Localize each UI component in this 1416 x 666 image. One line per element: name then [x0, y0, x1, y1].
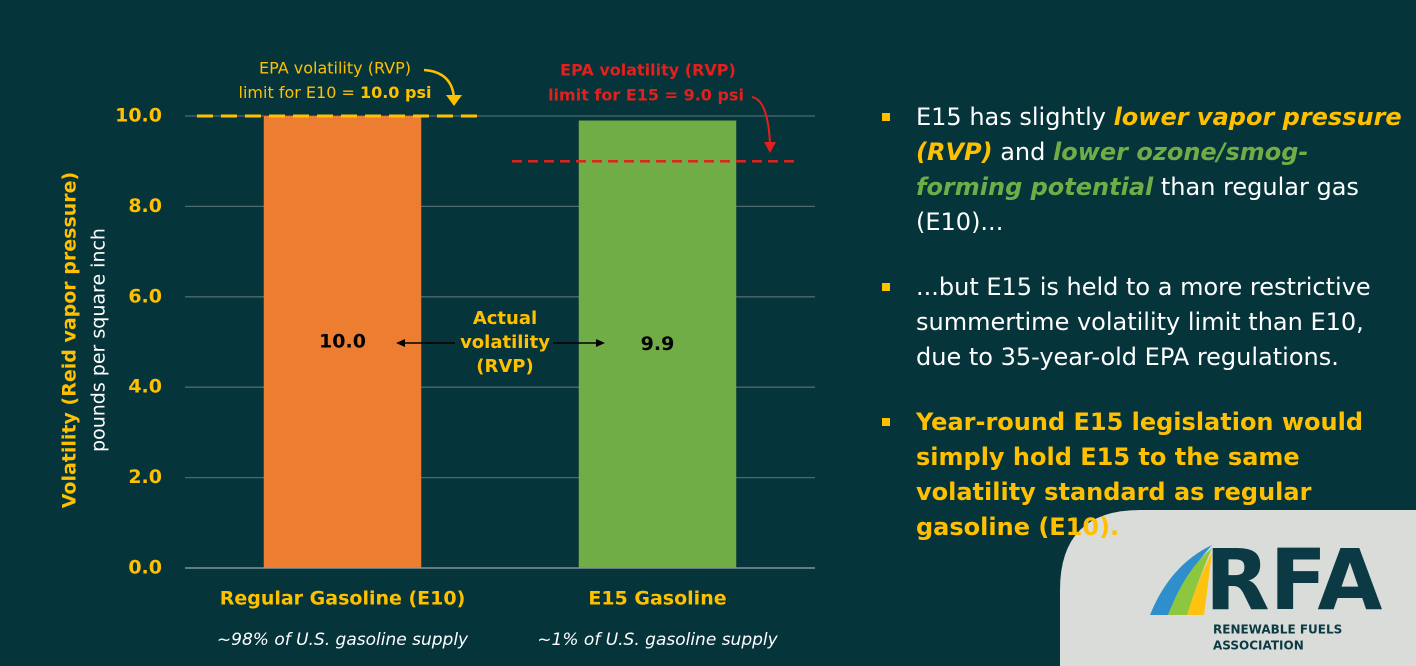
- bullet: E15 has slightly lower vapor pressure (R…: [880, 100, 1410, 240]
- center-annotation: (RVP): [476, 356, 533, 377]
- logo-panel: [1060, 510, 1416, 666]
- x-tick-label: Regular Gasoline (E10): [220, 588, 466, 610]
- bar: [578, 120, 737, 569]
- y-tick-label: 6.0: [128, 285, 162, 307]
- y-tick-label: 0.0: [128, 557, 162, 579]
- y-axis-title: Volatility (Reid vapor pressure): [59, 172, 81, 508]
- logo-text: RENEWABLE FUELS: [1213, 623, 1342, 637]
- bullet: ...but E15 is held to a more restrictive…: [880, 270, 1410, 375]
- center-annotation: volatility: [460, 332, 550, 353]
- value-label: 10.0: [319, 331, 366, 353]
- bullet-text: than regular gas (E10)...: [916, 173, 1359, 236]
- category-note: ~1% of U.S. gasoline supply: [537, 630, 778, 650]
- value-label: 9.9: [641, 333, 675, 355]
- annotation: limit for E10 = 10.0 psi: [239, 83, 432, 102]
- bullet-text: ...but E15 is held to a more restrictive…: [916, 273, 1371, 371]
- arrowhead: [596, 339, 605, 347]
- annotation-arrow: [423, 68, 456, 99]
- arrowhead: [764, 142, 776, 153]
- logo-stripe: [1150, 545, 1212, 615]
- bar: [263, 116, 422, 568]
- category-note: ~98% of U.S. gasoline supply: [217, 630, 469, 650]
- x-tick-label: E15 Gasoline: [588, 588, 726, 610]
- arrowhead: [446, 95, 462, 106]
- bullet-text: Year-round E15 legislation would simply …: [916, 408, 1364, 541]
- bullet-text: and: [992, 138, 1054, 166]
- annotation-arrow: [751, 96, 771, 145]
- y-tick-label: 4.0: [128, 376, 162, 398]
- y-axis-subtitle: pounds per square inch: [88, 228, 110, 452]
- y-tick-label: 8.0: [128, 195, 162, 217]
- bullet-text: E15 has slightly: [916, 103, 1114, 131]
- logo-text: ASSOCIATION: [1213, 639, 1304, 653]
- bullet-text: lower vapor pressure (RVP): [916, 103, 1402, 166]
- bullet-list: E15 has slightly lower vapor pressure (R…: [880, 100, 1410, 575]
- logo-stripe: [1168, 548, 1212, 615]
- y-tick-label: 10.0: [115, 105, 162, 127]
- annotation: limit for E15 = 9.0 psi: [548, 86, 744, 105]
- annotation-part: limit for E10 =: [239, 83, 360, 102]
- bullet-text: lower ozone/smog-forming potential: [916, 138, 1309, 201]
- annotation-part: 10.0 psi: [360, 83, 432, 102]
- y-tick-label: 2.0: [128, 466, 162, 488]
- bullet: Year-round E15 legislation would simply …: [880, 405, 1410, 545]
- logo-stripe: [1187, 552, 1212, 615]
- center-annotation: Actual: [473, 308, 537, 329]
- arrowhead: [396, 339, 405, 347]
- logo-name: RFA: [1205, 531, 1382, 629]
- annotation: EPA volatility (RVP): [259, 59, 411, 78]
- annotation: EPA volatility (RVP): [560, 61, 736, 80]
